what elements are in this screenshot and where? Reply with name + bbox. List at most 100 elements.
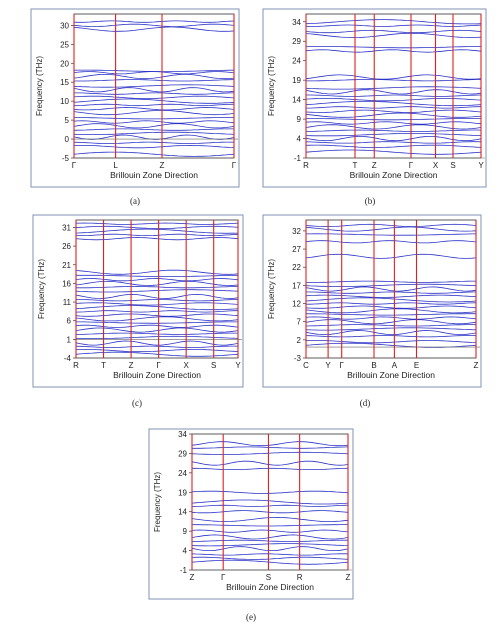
band-curve xyxy=(75,233,239,236)
band-curve xyxy=(305,32,482,39)
x-tick-label: E xyxy=(414,361,419,370)
band-curve xyxy=(306,302,477,305)
band-curve xyxy=(75,302,239,306)
x-tick-label: Z xyxy=(160,161,165,170)
band-curve xyxy=(75,349,239,353)
band-curve xyxy=(306,79,481,82)
band-curve xyxy=(306,233,476,236)
band-curve xyxy=(306,129,482,132)
band-curve xyxy=(305,124,482,130)
y-tick-label: 16 xyxy=(62,279,71,288)
band-curve xyxy=(73,87,235,93)
band-curve xyxy=(73,141,235,145)
band-curve xyxy=(305,327,477,331)
band-curve xyxy=(191,553,348,556)
band-curve xyxy=(75,324,239,328)
y-axis-label: Frequency (THz) xyxy=(37,259,46,319)
y-tick-label: 7 xyxy=(297,318,302,327)
band-curve xyxy=(75,228,239,234)
x-tick-label: Z xyxy=(129,361,134,370)
x-axis-label: Brillouin Zone Direction xyxy=(226,582,314,592)
band-curve xyxy=(191,539,348,542)
band-curve xyxy=(73,74,235,80)
band-curve xyxy=(305,316,477,320)
band-curve xyxy=(305,308,477,314)
band-curve xyxy=(305,313,476,316)
band-curve xyxy=(73,26,235,32)
y-tick-label: 5 xyxy=(65,116,70,125)
x-tick-label: S xyxy=(450,161,455,170)
y-tick-label: 29 xyxy=(292,37,301,46)
x-axis-label: Brillouin Zone Direction xyxy=(347,370,435,380)
y-tick-label: -5 xyxy=(62,154,70,163)
band-curve xyxy=(192,446,349,449)
band-curve xyxy=(305,319,477,325)
band-curve xyxy=(191,510,349,514)
x-tick-label: B xyxy=(371,361,376,370)
band-curve xyxy=(75,237,239,241)
band-curve xyxy=(75,289,239,293)
y-tick-label: 25 xyxy=(60,40,69,49)
y-tick-label: 20 xyxy=(60,59,69,68)
y-tick-label: 4 xyxy=(297,135,302,144)
band-curve xyxy=(191,543,349,547)
band-curve xyxy=(76,274,239,277)
y-tick-label: -3 xyxy=(294,354,302,363)
band-curve xyxy=(306,280,476,283)
panel-frame xyxy=(148,428,354,600)
x-tick-label: S xyxy=(266,573,271,582)
x-tick-label: A xyxy=(392,361,398,370)
caption-a: (a) xyxy=(130,196,140,206)
x-tick-label: Z xyxy=(346,573,351,582)
band-curve xyxy=(75,345,239,348)
y-tick-label: -4 xyxy=(64,354,72,363)
band-curve xyxy=(74,117,234,120)
y-tick-label: 10 xyxy=(60,97,69,106)
band-curve xyxy=(73,151,235,157)
band-curve xyxy=(75,335,239,339)
y-tick-label: 34 xyxy=(178,430,187,439)
phonon-band-chart-a: -5 0 5 10 15 20 25 30 Γ L Z Γ Brillouin Zone Directi… xyxy=(30,8,240,188)
y-tick-label: 29 xyxy=(178,449,187,458)
x-tick-label: Z xyxy=(372,161,377,170)
x-tick-label: Y xyxy=(325,361,331,370)
band-curve xyxy=(305,24,482,27)
band-curve xyxy=(75,340,239,346)
panel-c: -4 1 6 11 16 21 26 31 R T Z Γ X S Y Brillouin Zone Dire… xyxy=(32,214,244,388)
x-axis-label: Brillouin Zone Direction xyxy=(113,370,201,380)
y-axis-label: Frequency (THz) xyxy=(267,56,276,116)
y-tick-label: 17 xyxy=(292,281,301,290)
caption-c: (c) xyxy=(132,398,142,408)
caption-e: (e) xyxy=(246,612,256,622)
x-tick-label: C xyxy=(303,361,309,370)
band-curve xyxy=(73,120,235,124)
band-curve xyxy=(191,499,349,505)
y-axis-label: Frequency (THz) xyxy=(267,259,276,319)
x-axis-label: Brillouin Zone Direction xyxy=(110,170,198,180)
band-curve xyxy=(73,20,235,23)
x-tick-label: Γ xyxy=(72,161,77,170)
band-curve xyxy=(75,313,239,317)
band-curve xyxy=(75,269,239,275)
band-curve xyxy=(191,504,349,508)
band-curve xyxy=(192,467,349,470)
band-curve xyxy=(191,556,349,560)
band-curve xyxy=(73,69,234,72)
band-curve xyxy=(73,144,235,149)
band-curve xyxy=(306,106,481,109)
y-tick-label: 26 xyxy=(62,242,71,251)
band-curve xyxy=(74,79,235,82)
panel-e: -1 4 9 14 19 24 29 34 Z Γ S R Z Brillouin Zone Direct… xyxy=(148,428,354,600)
band-curve xyxy=(191,524,348,527)
band-curve xyxy=(305,324,477,327)
y-tick-label: 12 xyxy=(292,300,301,309)
band-curve xyxy=(76,332,238,335)
x-tick-label: X xyxy=(183,361,189,370)
x-tick-label: T xyxy=(353,161,358,170)
band-curve xyxy=(305,340,477,344)
y-tick-label: 19 xyxy=(292,76,301,85)
y-tick-label: 15 xyxy=(60,78,69,87)
band-curve xyxy=(191,559,349,565)
y-tick-label: 24 xyxy=(292,57,301,66)
